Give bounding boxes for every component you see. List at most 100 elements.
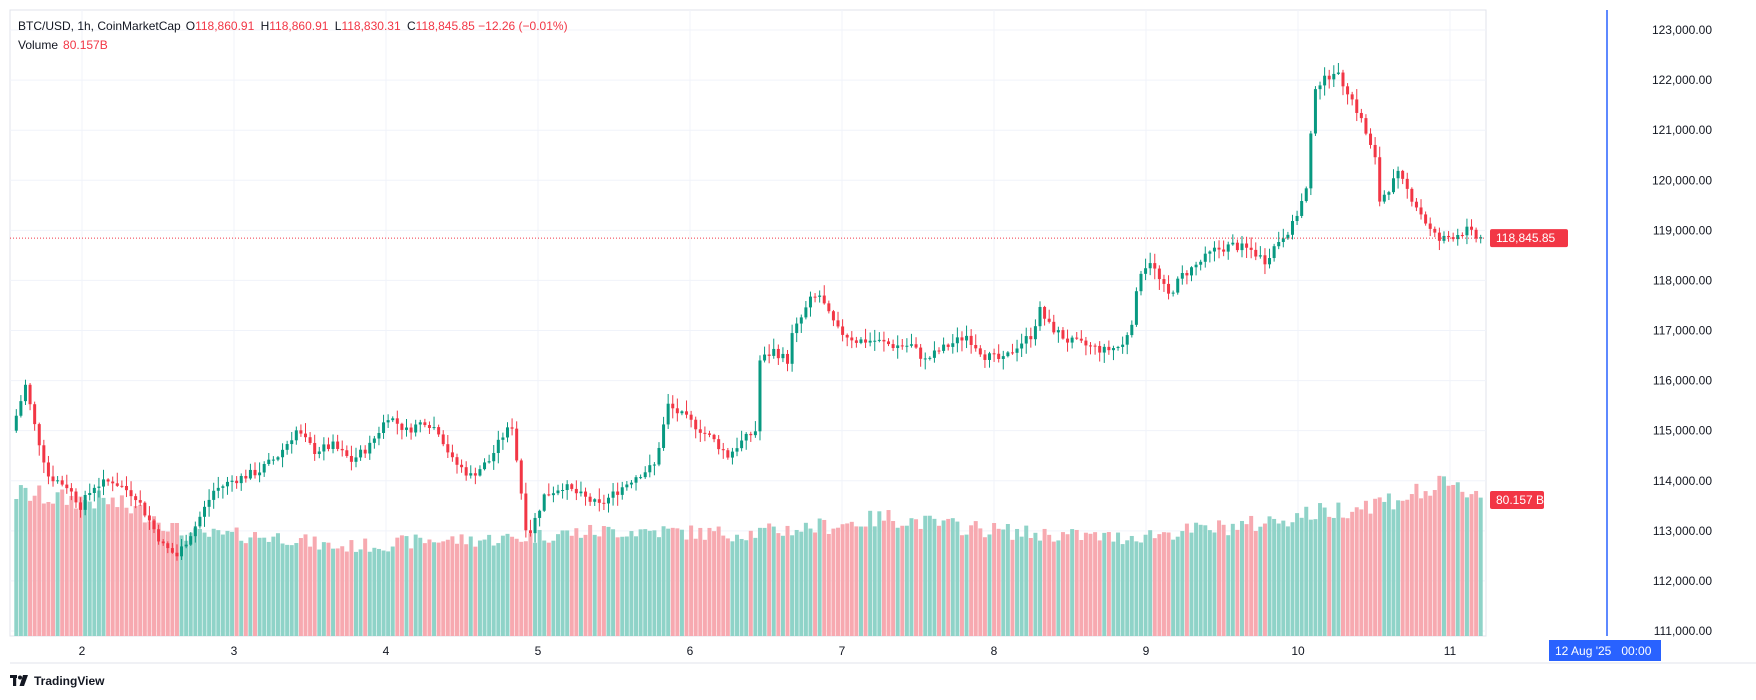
candle-body xyxy=(1442,235,1446,241)
volume-bar xyxy=(1207,530,1212,636)
candle-body xyxy=(1033,326,1037,340)
candle-body xyxy=(1332,73,1336,80)
y-tick-label: 118,000.00 xyxy=(1653,273,1712,287)
candle-body xyxy=(845,334,849,338)
volume-bar xyxy=(257,537,262,636)
candle-body xyxy=(1419,207,1423,215)
volume-bar xyxy=(725,538,730,636)
candle-body xyxy=(1176,278,1180,293)
volume-bar xyxy=(1391,509,1396,636)
volume-bar xyxy=(1308,519,1313,636)
candle-body xyxy=(974,344,978,349)
candle-body xyxy=(515,428,519,461)
candle-body xyxy=(1043,306,1047,319)
candle-body xyxy=(1189,267,1193,276)
volume-bar xyxy=(1331,517,1336,636)
volume-bar xyxy=(500,535,505,636)
volume-label[interactable]: Volume xyxy=(18,38,59,52)
volume-bar xyxy=(197,529,202,636)
volume-bar xyxy=(1354,507,1359,636)
y-tick-label: 115,000.00 xyxy=(1653,424,1712,438)
volume-bar xyxy=(1446,485,1451,636)
candle-body xyxy=(1304,188,1308,202)
volume-bar xyxy=(514,538,519,636)
volume-bar xyxy=(822,519,827,636)
candle-body xyxy=(1194,264,1198,268)
volume-bar xyxy=(643,529,648,636)
candle-body xyxy=(707,433,711,435)
volume-bar xyxy=(1203,525,1208,636)
candle-body xyxy=(391,418,395,421)
candle-body xyxy=(735,448,739,452)
volume-bar xyxy=(652,530,657,636)
candle-body xyxy=(170,548,174,553)
candle-body xyxy=(230,480,234,482)
candle-body xyxy=(14,415,18,431)
volume-bar xyxy=(661,526,666,636)
price-badge-bg xyxy=(1490,229,1568,248)
candle-body xyxy=(56,480,60,482)
candle-body xyxy=(896,345,900,349)
volume-bar xyxy=(41,503,46,636)
volume-bar xyxy=(101,497,106,636)
candle-body xyxy=(1208,251,1212,254)
chart-legend: BTC/USD, 1h, CoinMarketCap O118,860.91 H… xyxy=(18,17,568,55)
volume-bar xyxy=(96,490,101,636)
volume-bar xyxy=(340,546,345,636)
candle-body xyxy=(460,464,464,468)
x-tick-label: 2 xyxy=(79,644,86,658)
volume-bar xyxy=(647,530,652,636)
volume-bar xyxy=(670,527,675,636)
tradingview-brand: TradingView xyxy=(34,674,105,688)
volume-bar xyxy=(1194,522,1199,636)
candle-body xyxy=(505,427,509,438)
volume-bar xyxy=(891,521,896,636)
x-tick-label: 7 xyxy=(839,644,846,658)
price-badge: 118,845.85 xyxy=(1490,229,1568,248)
open-label: O xyxy=(185,19,196,33)
candle-body xyxy=(1185,273,1189,276)
volume-bar xyxy=(799,531,804,636)
volume-bar xyxy=(1212,532,1217,636)
volume-bar xyxy=(464,544,469,636)
volume-bar xyxy=(969,525,974,636)
tradingview-logo[interactable]: TradingView xyxy=(10,674,104,688)
symbol-title[interactable]: BTC/USD, 1h, CoinMarketCap xyxy=(18,19,181,33)
volume-bar xyxy=(854,526,859,636)
volume-bar xyxy=(441,541,446,636)
volume-bar xyxy=(312,536,317,636)
candle-body xyxy=(547,494,551,496)
candle-body xyxy=(1001,356,1005,359)
candle-body xyxy=(138,500,142,503)
volume-bar xyxy=(794,529,799,636)
candle-body xyxy=(538,510,542,518)
volume-bar xyxy=(358,549,363,636)
volume-bar xyxy=(955,521,960,636)
price-axis: 111,000.00 112,000.00 113,000.00 114,000.00… xyxy=(1652,23,1712,638)
volume-bar xyxy=(225,530,230,636)
volume-bar xyxy=(1281,520,1286,636)
candle-body xyxy=(909,344,913,346)
volume-bar xyxy=(1253,530,1258,636)
candle-body xyxy=(473,473,477,476)
volume-bar xyxy=(790,535,795,636)
candle-body xyxy=(868,340,872,343)
candle-body xyxy=(92,487,96,493)
volume-bar xyxy=(918,528,923,636)
volume-bar xyxy=(858,526,863,636)
candle-body xyxy=(988,353,992,360)
volume-bar xyxy=(83,500,88,636)
candle-body xyxy=(1231,242,1235,245)
volume-bar xyxy=(266,541,271,636)
volume-bar xyxy=(1157,534,1162,636)
candle-body xyxy=(1029,336,1033,340)
candle-body xyxy=(106,479,110,482)
candle-body xyxy=(717,439,721,450)
candle-body xyxy=(1281,238,1285,242)
candle-body xyxy=(331,441,335,449)
candle-body xyxy=(584,491,588,497)
volume-bar xyxy=(569,535,574,636)
candle-body xyxy=(1130,324,1134,336)
candle-body xyxy=(1020,343,1024,349)
